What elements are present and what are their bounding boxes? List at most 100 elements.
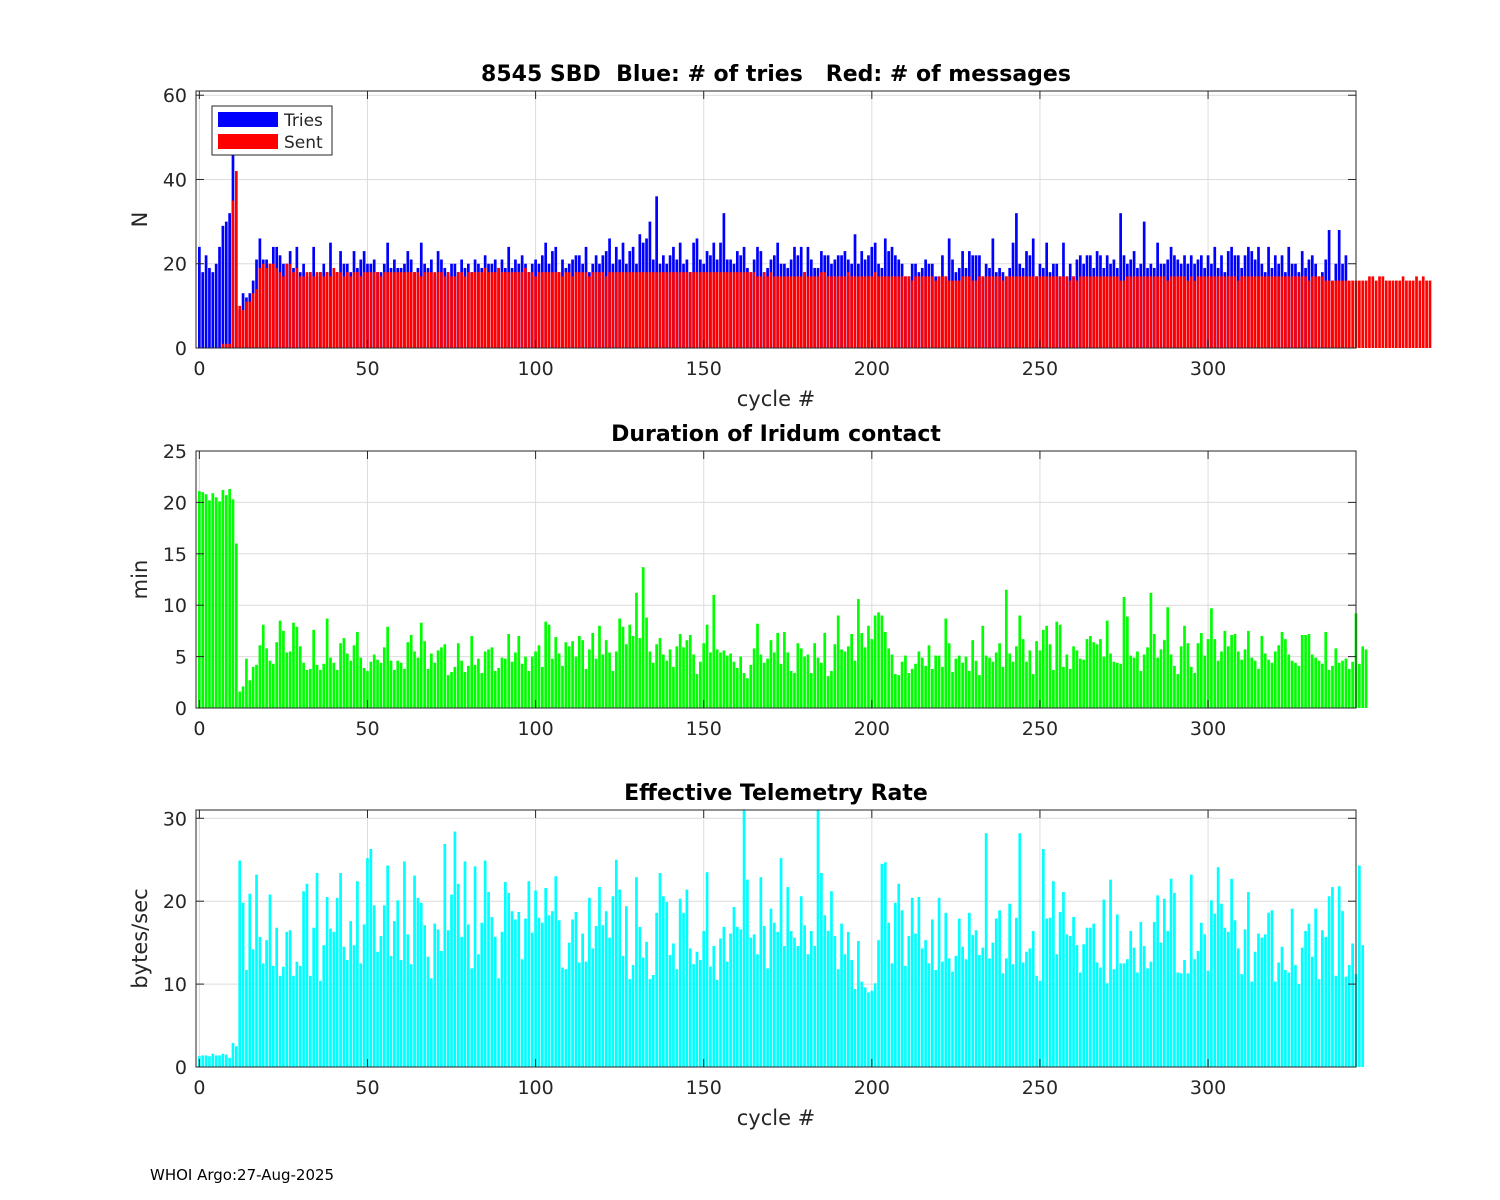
bar — [584, 272, 588, 348]
bar — [695, 674, 699, 708]
bar — [1351, 943, 1354, 1067]
bar — [931, 276, 934, 348]
bar — [692, 964, 695, 1067]
bar — [386, 626, 389, 708]
bar — [991, 661, 995, 708]
bar — [413, 875, 416, 1067]
bar — [1321, 930, 1324, 1067]
bar — [1324, 280, 1328, 348]
bar — [271, 263, 275, 348]
bar — [1223, 630, 1227, 708]
bar — [430, 978, 433, 1067]
bar — [920, 948, 924, 1067]
bar — [685, 272, 689, 348]
bar — [551, 272, 554, 348]
bar — [292, 272, 295, 348]
bar — [231, 200, 235, 348]
bar — [282, 966, 285, 1067]
bar — [547, 915, 551, 1067]
bar — [1216, 276, 1220, 348]
bar — [584, 668, 588, 708]
bar — [1321, 276, 1324, 348]
bar — [978, 276, 981, 348]
bar — [1132, 276, 1136, 348]
bar — [1183, 960, 1186, 1067]
bar — [1331, 887, 1334, 1067]
bar — [319, 669, 322, 708]
bar — [1004, 958, 1008, 1067]
bar — [618, 272, 621, 348]
bar — [1378, 276, 1381, 348]
bar — [870, 276, 874, 348]
y-tick-label: 20 — [163, 492, 187, 514]
bar — [1284, 276, 1287, 348]
y-tick-label: 10 — [163, 974, 187, 996]
bar — [904, 276, 907, 348]
bar — [433, 272, 437, 348]
bar — [426, 956, 430, 1067]
bar — [278, 620, 282, 708]
bar — [665, 902, 669, 1067]
bar — [409, 964, 413, 1067]
bar — [641, 272, 645, 348]
bar — [692, 272, 695, 348]
bar — [604, 911, 608, 1067]
bar — [712, 272, 716, 348]
plot-area — [196, 451, 1356, 708]
bar — [423, 272, 426, 348]
bar — [897, 675, 901, 708]
bar — [1105, 620, 1109, 708]
bar — [924, 940, 927, 1067]
bar — [816, 276, 820, 348]
bar — [561, 967, 564, 1067]
bar — [1048, 276, 1052, 348]
bar — [769, 908, 773, 1067]
bar — [551, 658, 554, 708]
bar — [1173, 276, 1176, 348]
bar — [261, 624, 265, 708]
bar — [1102, 899, 1106, 1067]
bar — [339, 643, 342, 708]
bar — [1421, 276, 1425, 348]
bar — [779, 663, 783, 708]
bar — [957, 655, 961, 708]
bar — [998, 643, 1001, 708]
bar — [1031, 931, 1035, 1067]
bar — [413, 651, 416, 708]
bar — [430, 272, 433, 348]
bar — [920, 657, 924, 708]
bar — [540, 272, 544, 348]
bar — [1052, 276, 1055, 348]
bar — [292, 622, 295, 708]
bar — [571, 276, 574, 348]
bar — [1199, 922, 1203, 1067]
bar — [655, 912, 658, 1067]
bar — [312, 276, 316, 348]
bar — [453, 666, 457, 708]
bar — [1277, 276, 1281, 348]
bar — [1159, 276, 1163, 348]
bar — [201, 272, 205, 348]
bar — [1115, 662, 1119, 708]
bar — [783, 945, 786, 1067]
bar — [503, 272, 507, 348]
bar — [231, 1042, 235, 1067]
bar — [1334, 280, 1338, 348]
bar — [1075, 945, 1079, 1067]
bar — [557, 920, 561, 1067]
bar — [288, 651, 292, 708]
bar — [789, 276, 793, 348]
bar — [436, 272, 440, 348]
bar — [1176, 674, 1180, 708]
bar — [473, 664, 477, 708]
bar — [961, 276, 964, 348]
bar — [752, 934, 756, 1067]
bar — [1210, 276, 1213, 348]
x-tick-label: 100 — [517, 1077, 553, 1099]
bar — [1109, 879, 1112, 1067]
bar — [208, 1056, 211, 1067]
bar — [873, 983, 877, 1067]
bar — [335, 669, 339, 708]
bar — [1041, 848, 1045, 1067]
bar — [1011, 276, 1015, 348]
